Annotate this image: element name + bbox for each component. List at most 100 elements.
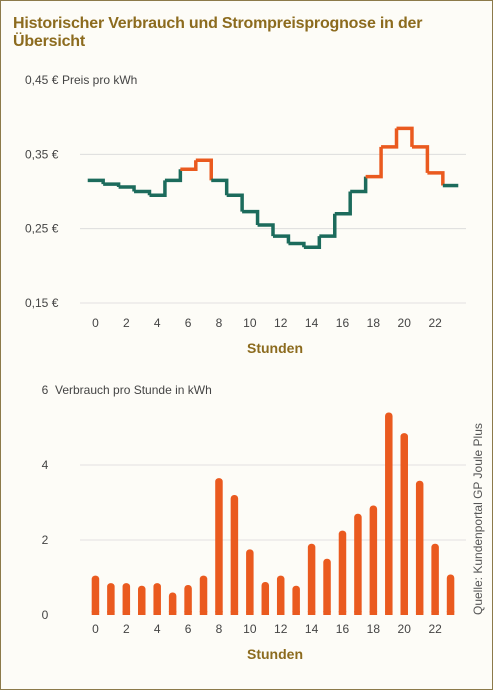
- price-x-tick-label: 0: [92, 316, 99, 330]
- usage-bar-base: [446, 611, 455, 615]
- usage-bar-base: [415, 611, 424, 615]
- usage-bar: [153, 583, 161, 615]
- price-step-segment: [411, 145, 430, 173]
- price-x-tick-label: 14: [305, 316, 319, 330]
- usage-bar: [292, 585, 300, 615]
- source-note: Quelle: Kundenportal GP Joule Plus: [471, 423, 485, 615]
- usage-y-tick-label: 0: [42, 608, 49, 622]
- usage-bar: [354, 513, 362, 615]
- usage-bar-base: [184, 611, 192, 615]
- usage-x-tick-label: 6: [185, 622, 192, 636]
- price-x-tick-label: 2: [123, 316, 130, 330]
- price-x-ticks: 0 2 4 6 8 10 12 14 16 18 20 22: [92, 316, 442, 330]
- usage-bar-base: [246, 611, 254, 615]
- usage-bar-base: [199, 611, 208, 615]
- price-step-segment: [288, 241, 306, 248]
- usage-unit-label: Verbrauch pro Stunde in kWh: [55, 383, 212, 397]
- usage-bar: [199, 575, 208, 615]
- usage-x-axis-label: Stunden: [247, 646, 303, 662]
- price-step-segment: [396, 126, 414, 147]
- usage-y-ticks: 0 2 4 6: [42, 383, 49, 622]
- price-y-tick-label: 0,15 €: [25, 296, 59, 310]
- usage-bar-base: [307, 611, 316, 615]
- usage-x-tick-label: 14: [305, 622, 319, 636]
- usage-bar: [369, 505, 378, 615]
- usage-y-tick-label: 6: [42, 383, 49, 397]
- price-step-segment: [381, 128, 399, 149]
- price-x-tick-label: 10: [243, 316, 257, 330]
- usage-bar-base: [276, 611, 285, 615]
- usage-bar-base: [338, 611, 347, 615]
- usage-bar: [230, 495, 239, 615]
- price-step-line: [87, 126, 459, 249]
- usage-x-tick-label: 16: [336, 622, 350, 636]
- usage-bar: [323, 558, 331, 615]
- price-y-ticks: 0,15 € 0,25 € 0,35 € 0,45 €: [25, 73, 59, 310]
- usage-bar: [107, 583, 115, 615]
- usage-x-tick-label: 2: [123, 622, 130, 636]
- price-x-axis-label: Stunden: [247, 340, 303, 356]
- price-x-tick-label: 20: [398, 316, 412, 330]
- price-step-segment: [103, 182, 121, 188]
- price-step-segment: [350, 176, 368, 194]
- usage-chart: Verbrauch pro Stunde in kWh 0 2 4 6 0 2 4 6 8 10…: [42, 383, 466, 662]
- usage-bar-base: [91, 611, 100, 615]
- usage-bar-base: [153, 611, 161, 615]
- price-x-tick-label: 6: [185, 316, 192, 330]
- usage-bar-base: [369, 611, 378, 615]
- usage-x-tick-label: 12: [274, 622, 288, 636]
- usage-bar-base: [400, 611, 408, 615]
- usage-bar: [138, 585, 146, 615]
- price-step-segment: [134, 189, 152, 196]
- usage-bar-base: [292, 611, 300, 615]
- price-step-segment: [118, 185, 136, 192]
- usage-x-ticks: 0 2 4 6 8 10 12 14 16 18 20 22: [92, 622, 442, 636]
- price-step-segment: [87, 178, 105, 185]
- usage-y-tick-label: 2: [42, 533, 49, 547]
- usage-bar: [261, 582, 270, 615]
- usage-bar: [122, 583, 131, 615]
- price-chart: Preis pro kWh 0,15 € 0,25 € 0,35 € 0,45 € 0…: [25, 73, 466, 356]
- price-step-segment: [303, 236, 322, 249]
- price-step-segment: [211, 178, 229, 196]
- usage-bar-base: [107, 611, 115, 615]
- price-step-segment: [226, 193, 244, 212]
- usage-grid: [80, 464, 466, 541]
- price-x-tick-label: 18: [367, 316, 381, 330]
- price-y-tick-label: 0,25 €: [25, 222, 59, 236]
- price-step-segment: [365, 146, 383, 179]
- price-unit-label: Preis pro kWh: [62, 73, 137, 87]
- usage-bar: [91, 575, 100, 615]
- usage-bar-base: [168, 611, 177, 615]
- price-x-tick-label: 4: [154, 316, 161, 330]
- usage-bar-base: [385, 611, 393, 615]
- usage-bar: [276, 575, 285, 615]
- price-y-tick-label: 0,45 €: [25, 73, 59, 87]
- usage-bar: [415, 480, 424, 615]
- usage-x-tick-label: 0: [92, 622, 99, 636]
- usage-bar: [400, 433, 408, 615]
- price-x-tick-label: 16: [336, 316, 350, 330]
- price-step-segment: [195, 158, 213, 181]
- usage-bar-base: [138, 611, 146, 615]
- usage-x-tick-label: 8: [216, 622, 223, 636]
- price-x-tick-label: 22: [428, 316, 442, 330]
- usage-x-tick-label: 4: [154, 622, 161, 636]
- usage-bar: [168, 592, 177, 615]
- usage-bars: [91, 412, 455, 615]
- usage-bar-base: [215, 611, 223, 615]
- price-step-segment: [427, 171, 445, 186]
- price-x-tick-label: 8: [216, 316, 223, 330]
- usage-y-tick-label: 4: [42, 458, 49, 472]
- page-title: Historischer Verbrauch und Strompreispro…: [13, 15, 423, 50]
- usage-x-tick-label: 10: [243, 622, 257, 636]
- usage-bar: [385, 412, 393, 615]
- price-step-segment: [319, 213, 337, 238]
- usage-bar-base: [122, 611, 131, 615]
- usage-bar: [431, 543, 439, 615]
- price-step-segment: [149, 180, 167, 197]
- usage-bar-base: [261, 611, 270, 615]
- usage-bar: [338, 530, 347, 615]
- usage-x-tick-label: 22: [428, 622, 442, 636]
